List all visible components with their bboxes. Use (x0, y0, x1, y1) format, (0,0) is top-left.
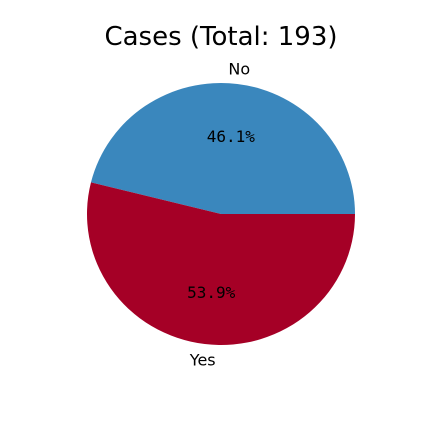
chart-title: Cases (Total: 193) (104, 22, 337, 52)
pie-slices (86, 83, 356, 346)
pie-slice-no (90, 83, 355, 215)
slice-percent-no: 46.1% (207, 127, 256, 146)
pie-labels: No 46.1% Yes 53.9% (187, 59, 255, 369)
slice-label-yes: Yes (189, 351, 216, 370)
pie-slice-yes (86, 182, 356, 346)
slice-percent-yes: 53.9% (187, 283, 236, 302)
slice-label-no: No (228, 59, 250, 78)
